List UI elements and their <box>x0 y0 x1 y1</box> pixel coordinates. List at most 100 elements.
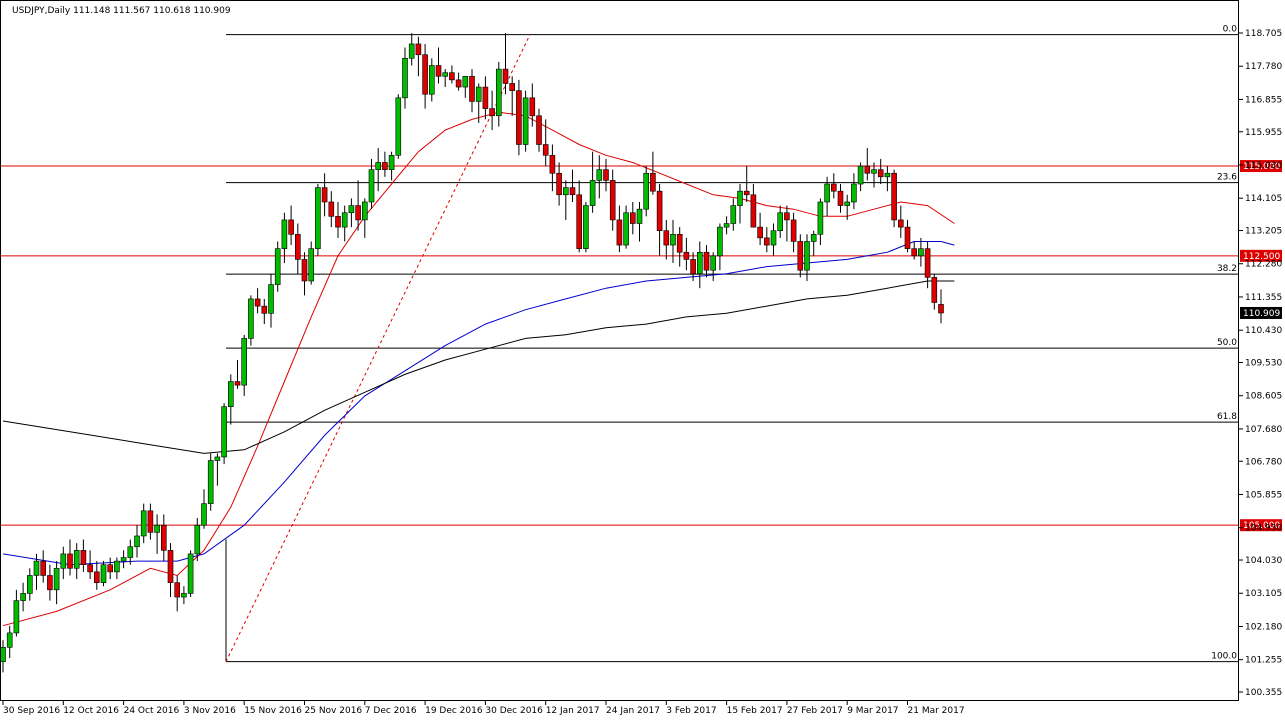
candle-body <box>897 219 904 228</box>
candle-body <box>161 524 167 551</box>
candle-body <box>53 567 60 591</box>
candle-body <box>475 86 482 102</box>
candle-body <box>234 381 241 386</box>
y-tick-label: 108.605 <box>1245 392 1282 402</box>
candle-body <box>402 58 408 99</box>
candle-body <box>737 190 743 206</box>
candle-body <box>415 43 422 56</box>
fib-level-label: 23.6 <box>1217 173 1237 183</box>
y-tick-label: 101.255 <box>1245 656 1282 666</box>
candle-body <box>274 248 281 285</box>
candle-body <box>623 212 629 246</box>
candle-body <box>904 226 911 249</box>
moving-average-line <box>2 280 955 454</box>
candle-body <box>911 248 918 257</box>
candle-body <box>228 381 234 407</box>
candle-body <box>804 241 810 271</box>
candle-body <box>33 560 40 576</box>
candle-body <box>294 233 301 260</box>
y-tick-label: 118.705 <box>1245 29 1282 39</box>
candle-body <box>422 54 428 95</box>
candle-body <box>207 460 214 504</box>
y-tick-label: 107.680 <box>1245 425 1282 435</box>
plot-frame <box>0 0 1239 701</box>
candle-body <box>562 187 569 196</box>
candle-body <box>495 68 502 117</box>
candle-body <box>181 593 187 598</box>
candle-body <box>87 564 93 573</box>
candle-body <box>884 172 891 178</box>
candle-body <box>201 503 207 526</box>
y-tick-label: 110.430 <box>1245 326 1282 336</box>
current-price-tag <box>1240 306 1282 319</box>
level-price-label: 112.500 <box>1243 252 1280 262</box>
candle-body <box>569 187 576 196</box>
x-tick-label: 30 Sep 2016 <box>3 706 60 716</box>
candle-body <box>784 212 790 221</box>
candle-body <box>348 205 355 214</box>
candle-body <box>864 165 871 174</box>
candle-body <box>576 194 583 249</box>
candle-body <box>462 75 469 88</box>
candle-body <box>288 219 294 235</box>
candle-body <box>127 546 134 558</box>
moving-average-line <box>2 111 955 627</box>
candle-body <box>938 304 944 314</box>
candle-body <box>536 115 542 145</box>
candle-body <box>924 248 931 278</box>
level-price-tag <box>1240 519 1282 532</box>
candle-body <box>67 553 73 569</box>
candle-body <box>609 180 616 221</box>
candle-body <box>656 190 663 231</box>
candle-body <box>154 524 160 533</box>
candle-body <box>375 162 382 170</box>
candle-body <box>482 86 489 109</box>
candle-body <box>509 83 516 91</box>
x-tick-label: 9 Mar 2017 <box>847 706 898 716</box>
candle-body <box>763 237 770 246</box>
x-tick-label: 24 Oct 2016 <box>124 706 180 716</box>
y-tick-label: 116.855 <box>1245 95 1282 105</box>
candle-body <box>40 560 47 576</box>
candle-body <box>47 575 53 591</box>
candle-body <box>187 553 194 594</box>
candle-body <box>341 212 348 228</box>
candle-body <box>529 97 536 117</box>
x-tick-label: 15 Feb 2017 <box>727 706 783 716</box>
candle-body <box>810 233 817 242</box>
chart-title: USDJPY,Daily 111.148 111.567 110.618 110… <box>12 6 231 16</box>
candle-body <box>723 223 730 228</box>
y-tick-label: 111.355 <box>1245 293 1282 303</box>
candle-body <box>516 90 522 145</box>
y-tick-label: 100.355 <box>1245 688 1282 698</box>
candle-body <box>743 190 750 196</box>
level-price-label: 105.000 <box>1243 521 1280 531</box>
level-price-label: 115.000 <box>1243 162 1280 172</box>
candle-body <box>629 212 636 224</box>
candle-body <box>80 550 87 565</box>
candle-body <box>455 79 462 88</box>
candle-body <box>26 575 33 594</box>
candle-body <box>750 194 757 228</box>
candle-body <box>167 550 174 583</box>
candle-body <box>663 230 670 246</box>
candle-body <box>522 97 529 145</box>
y-tick-label: 102.180 <box>1245 622 1282 632</box>
candle-body <box>703 251 710 271</box>
candle-body <box>308 248 315 282</box>
candle-body <box>489 108 495 117</box>
candle-body <box>931 277 938 303</box>
candle-body <box>670 233 676 246</box>
candle-body <box>696 251 703 275</box>
candle-body <box>824 183 830 203</box>
candle-body <box>248 298 254 339</box>
candle-body <box>368 169 375 203</box>
candle-body <box>107 564 113 573</box>
candle-body <box>891 172 897 221</box>
y-tick-label: 114.105 <box>1245 194 1282 204</box>
candle-body <box>214 456 221 461</box>
y-tick-label: 117.780 <box>1245 62 1282 72</box>
fib-trend-line[interactable] <box>225 34 531 662</box>
candle-body <box>315 187 321 249</box>
